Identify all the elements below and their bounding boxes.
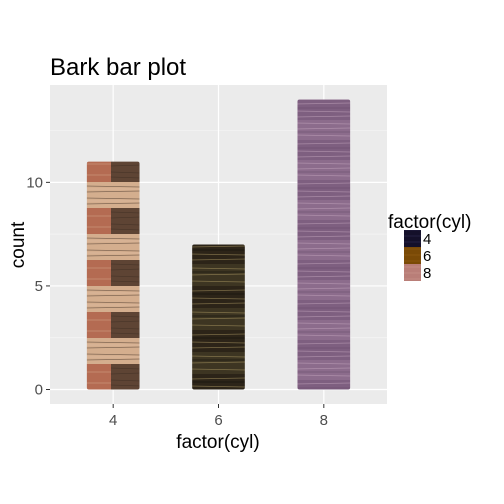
bar-4 <box>86 161 140 390</box>
bars <box>86 99 351 390</box>
bar-8 <box>297 99 351 390</box>
legend-key-4 <box>404 230 421 247</box>
legend-label-8: 8 <box>423 265 431 282</box>
x-tick-label: 8 <box>320 412 328 429</box>
legend-key-8 <box>404 264 421 281</box>
y-tick-label: 5 <box>35 278 43 295</box>
legend: factor(cyl) 468 <box>388 212 471 282</box>
legend-label-4: 4 <box>423 231 431 248</box>
bar-6 <box>192 244 245 390</box>
y-tick-label: 0 <box>35 382 43 399</box>
chart-title: Bark bar plot <box>50 54 186 81</box>
x-tick-label: 4 <box>109 412 117 429</box>
x-axis-ticks: 4 6 8 <box>109 404 328 429</box>
y-axis-ticks: 0 5 10 <box>26 174 50 399</box>
x-axis-label: factor(cyl) <box>176 432 259 453</box>
y-tick-label: 10 <box>26 174 43 191</box>
y-axis-label: count <box>8 221 29 268</box>
legend-key-6 <box>404 247 421 264</box>
legend-keys: 468 <box>404 230 431 282</box>
legend-title: factor(cyl) <box>388 212 471 233</box>
x-tick-label: 6 <box>214 412 222 429</box>
legend-label-6: 6 <box>423 248 431 265</box>
